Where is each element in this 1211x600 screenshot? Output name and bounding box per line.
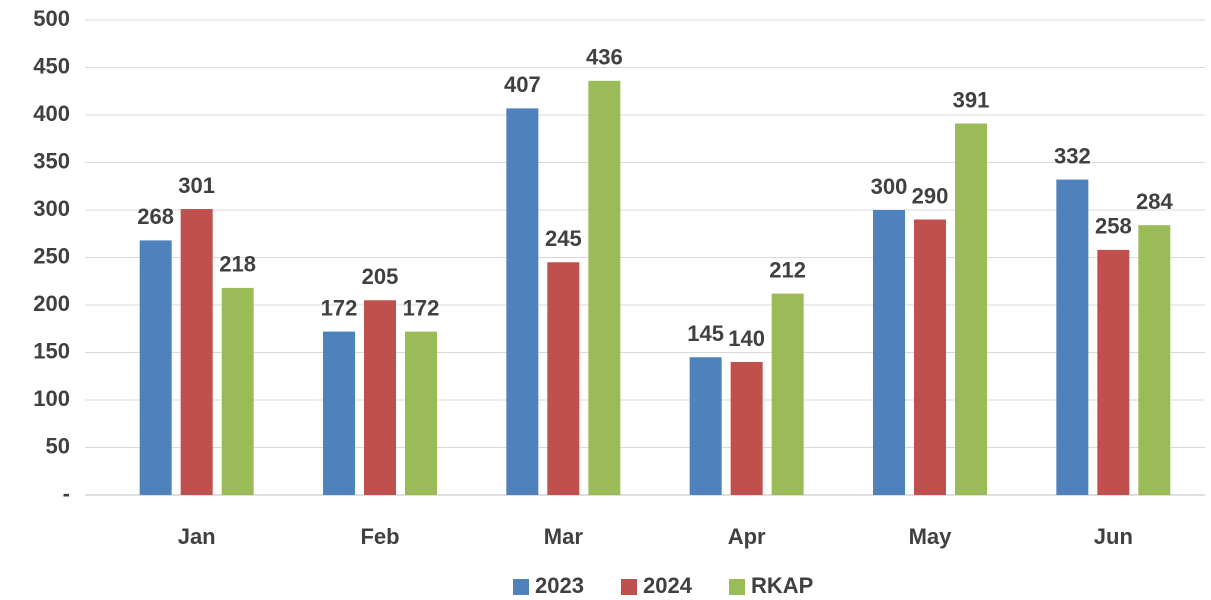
bar bbox=[873, 210, 905, 495]
y-tick-label: 150 bbox=[33, 338, 70, 363]
data-label: 436 bbox=[586, 45, 623, 70]
bar bbox=[1138, 225, 1171, 495]
bar bbox=[689, 357, 722, 495]
y-tick-label: 450 bbox=[33, 53, 70, 78]
bar bbox=[547, 262, 580, 495]
data-label: 407 bbox=[504, 72, 541, 97]
data-label: 268 bbox=[137, 204, 174, 229]
data-label: 300 bbox=[871, 174, 908, 199]
bar bbox=[221, 287, 254, 495]
x-tick-label: Jun bbox=[1094, 524, 1133, 549]
bar bbox=[914, 219, 946, 495]
y-tick-label: 500 bbox=[33, 6, 70, 31]
bar bbox=[506, 108, 539, 495]
legend-label: 2023 bbox=[535, 573, 584, 598]
data-label: 391 bbox=[953, 87, 990, 112]
x-tick-label: Feb bbox=[360, 524, 399, 549]
bar bbox=[1097, 249, 1130, 495]
bar bbox=[955, 123, 987, 496]
bar bbox=[323, 331, 355, 495]
bar bbox=[1056, 179, 1089, 495]
data-label: 212 bbox=[769, 257, 806, 282]
bar bbox=[180, 209, 213, 496]
x-tick-label: Apr bbox=[728, 524, 766, 549]
y-tick-label: 100 bbox=[33, 386, 70, 411]
y-tick-label: 300 bbox=[33, 196, 70, 221]
bar bbox=[139, 240, 172, 495]
x-tick-label: Mar bbox=[544, 524, 584, 549]
data-label: 145 bbox=[687, 321, 724, 346]
y-tick-label: 400 bbox=[33, 101, 70, 126]
data-label: 258 bbox=[1095, 214, 1132, 239]
y-tick-label: 50 bbox=[46, 433, 70, 458]
data-label: 245 bbox=[545, 226, 582, 251]
y-tick-label: 350 bbox=[33, 148, 70, 173]
data-label: 172 bbox=[403, 295, 440, 320]
data-label: 218 bbox=[219, 252, 256, 277]
data-label: 172 bbox=[321, 295, 358, 320]
y-tick-label: 250 bbox=[33, 243, 70, 268]
data-label: 140 bbox=[728, 326, 765, 351]
x-tick-label: May bbox=[909, 524, 953, 549]
legend-label: 2024 bbox=[643, 573, 693, 598]
y-tick-label: - bbox=[63, 481, 70, 506]
bar bbox=[364, 300, 396, 495]
data-label: 290 bbox=[912, 183, 949, 208]
data-label: 332 bbox=[1054, 143, 1091, 168]
legend-swatch bbox=[729, 579, 745, 595]
x-tick-label: Jan bbox=[178, 524, 216, 549]
bar bbox=[730, 362, 763, 495]
legend-swatch bbox=[621, 579, 637, 595]
legend-label: RKAP bbox=[751, 573, 813, 598]
bar bbox=[588, 80, 621, 496]
legend-swatch bbox=[513, 579, 529, 595]
y-tick-label: 200 bbox=[33, 291, 70, 316]
bar bbox=[771, 293, 804, 495]
data-label: 284 bbox=[1136, 189, 1173, 214]
data-label: 301 bbox=[178, 173, 215, 198]
bar bbox=[405, 331, 437, 495]
data-label: 205 bbox=[362, 264, 399, 289]
